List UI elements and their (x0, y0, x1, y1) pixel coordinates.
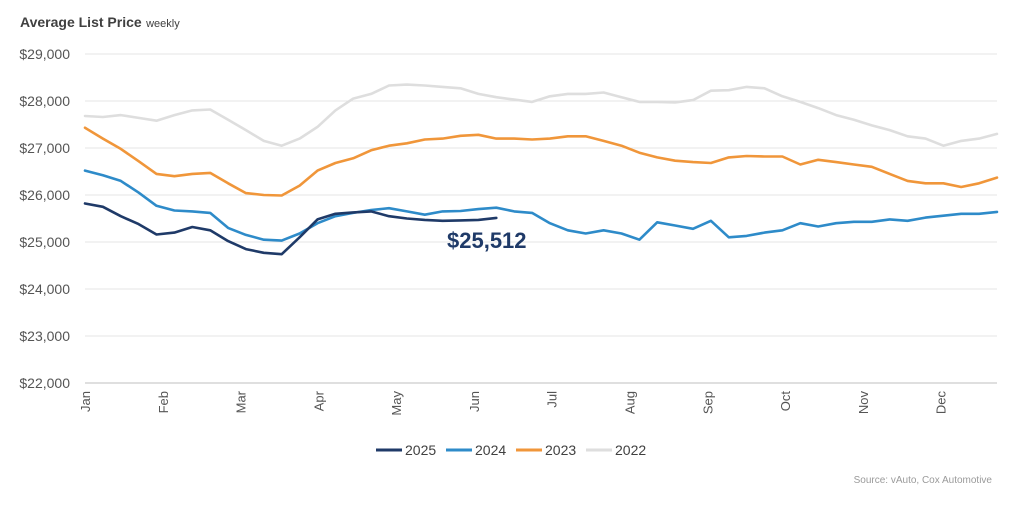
series-lines (83, 83, 999, 256)
x-tick-label: Mar (234, 390, 249, 413)
y-tick-label: $28,000 (19, 93, 70, 109)
y-tick-label: $26,000 (19, 187, 70, 203)
x-tick-label: Dec (934, 391, 949, 415)
x-tick-label: Feb (156, 391, 171, 413)
latest-value-callout: $25,512 (447, 228, 527, 253)
y-tick-label: $24,000 (19, 281, 70, 297)
x-axis: Jan Feb Mar Apr May Jun Jul Aug Sep Oct Nov Dec (78, 390, 949, 415)
y-tick-label: $23,000 (19, 328, 70, 344)
x-tick-label: Jan (78, 391, 93, 412)
chart-title: Average List Price (20, 14, 142, 30)
gridlines (85, 53, 997, 384)
x-tick-label: Nov (856, 391, 871, 415)
series-line-2022 (83, 83, 999, 147)
legend-label-2022: 2022 (615, 442, 646, 458)
y-tick-label: $27,000 (19, 140, 70, 156)
y-axis: $22,000 $23,000 $24,000 $25,000 $26,000 $27,0… (19, 46, 70, 391)
y-tick-label: $22,000 (19, 375, 70, 391)
x-tick-label: Aug (623, 391, 638, 414)
x-tick-label: May (389, 391, 404, 416)
series-line-2024 (83, 169, 999, 242)
x-tick-label: Apr (311, 390, 326, 411)
x-tick-label: Jun (467, 391, 482, 412)
legend-label-2025: 2025 (405, 442, 436, 458)
series-line-2023 (83, 126, 999, 197)
x-tick-label: Oct (778, 391, 793, 412)
y-tick-label: $29,000 (19, 46, 70, 62)
chart-title-block: Average List Price weekly (20, 14, 180, 32)
legend-label-2023: 2023 (545, 442, 576, 458)
chart-subtitle: weekly (146, 18, 180, 30)
series-line-2025 (83, 202, 498, 256)
x-tick-label: Sep (700, 391, 715, 414)
y-tick-label: $25,000 (19, 234, 70, 250)
source-note: Source: vAuto, Cox Automotive (853, 475, 992, 486)
x-tick-label: Jul (545, 391, 560, 408)
legend-label-2024: 2024 (475, 442, 506, 458)
legend: 2025 2024 2023 2022 (376, 442, 646, 458)
